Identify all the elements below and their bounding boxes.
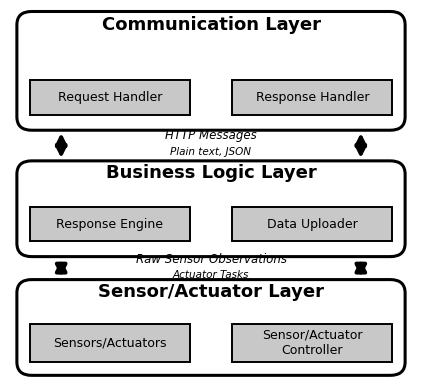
Text: Communication Layer: Communication Layer	[102, 16, 320, 34]
FancyBboxPatch shape	[17, 280, 405, 375]
Text: Sensor/Actuator
Controller: Sensor/Actuator Controller	[262, 329, 362, 357]
Text: Sensors/Actuators: Sensors/Actuators	[53, 336, 166, 349]
Text: HTTP Messages: HTTP Messages	[165, 129, 257, 142]
FancyBboxPatch shape	[30, 207, 190, 241]
FancyBboxPatch shape	[30, 80, 190, 115]
Text: Request Handler: Request Handler	[57, 91, 162, 104]
FancyBboxPatch shape	[17, 11, 405, 130]
FancyBboxPatch shape	[232, 207, 392, 241]
Text: Plain text, JSON: Plain text, JSON	[170, 147, 252, 157]
Text: Sensor/Actuator Layer: Sensor/Actuator Layer	[98, 283, 324, 301]
FancyBboxPatch shape	[30, 324, 190, 362]
Text: Actuator Tasks: Actuator Tasks	[173, 270, 249, 280]
Text: Business Logic Layer: Business Logic Layer	[106, 164, 316, 182]
Text: Response Engine: Response Engine	[56, 218, 163, 231]
FancyBboxPatch shape	[232, 80, 392, 115]
FancyBboxPatch shape	[17, 161, 405, 257]
Text: Response Handler: Response Handler	[256, 91, 369, 104]
FancyBboxPatch shape	[232, 324, 392, 362]
Text: Data Uploader: Data Uploader	[267, 218, 358, 231]
Text: Raw Sensor Observations: Raw Sensor Observations	[135, 253, 287, 266]
